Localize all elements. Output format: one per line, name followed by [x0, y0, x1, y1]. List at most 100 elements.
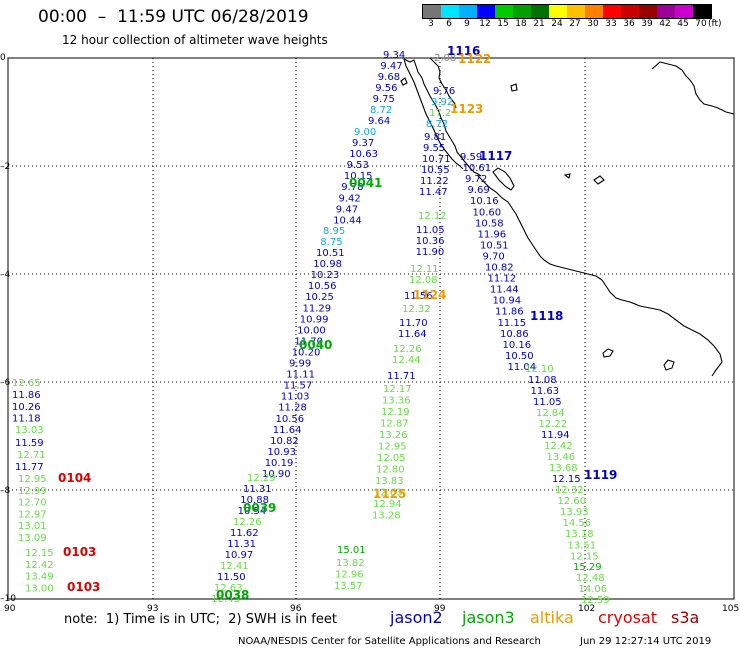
- wave-height-value: 9.56: [375, 83, 397, 94]
- scale-label: 21: [533, 19, 545, 29]
- wave-height-value: 13.46: [547, 452, 576, 463]
- scale-label: 3: [428, 19, 434, 29]
- wave-height-value: 11.05: [416, 225, 445, 236]
- wave-height-value: 11.28: [278, 403, 307, 414]
- wave-height-value: 9.64: [368, 116, 390, 127]
- wave-height-value: 9.42: [339, 193, 361, 204]
- wave-height-value: 11.50: [217, 572, 246, 583]
- coastline: [400, 57, 735, 377]
- longitude-label: 102: [578, 604, 595, 614]
- wave-height-value: 9.47: [380, 61, 402, 72]
- wave-height-value: 12.99: [18, 486, 47, 497]
- wave-height-value: 11.77: [15, 462, 44, 473]
- wave-height-value: 13.82: [336, 558, 365, 569]
- wave-height-value: 12.12: [418, 211, 447, 222]
- coast-borneo-sumatra-east: [477, 175, 723, 377]
- wave-height-value: 11.57: [284, 381, 313, 392]
- wave-height-value: 13.93: [560, 507, 589, 518]
- longitude-label: 99: [434, 604, 446, 614]
- wave-height-value: 10.23: [311, 270, 340, 281]
- wave-height-value: 10.60: [473, 207, 502, 218]
- wave-height-value: 10.63: [349, 149, 378, 160]
- wave-height-value: 12.94: [373, 499, 402, 510]
- latitude-label: –2: [0, 162, 10, 172]
- wave-height-value: 9.92: [431, 97, 453, 108]
- wave-height-value: 12.15: [570, 551, 599, 562]
- longitude-label: 90: [4, 604, 16, 614]
- latitude-label: –4: [0, 270, 11, 280]
- wave-height-value: 12.60: [558, 496, 587, 507]
- wave-height-value: 12.19: [381, 407, 410, 418]
- wave-height-value: 10.54: [238, 506, 267, 517]
- wave-height-value: 12.15: [552, 474, 581, 485]
- wave-height-value: 10.55: [421, 165, 450, 176]
- longitude-label: 105: [722, 604, 739, 614]
- coast-sumatra-west: [403, 58, 464, 170]
- scale-box: [477, 5, 495, 18]
- wave-height-value: 11.15: [498, 318, 527, 329]
- scale-box: [585, 5, 603, 18]
- wave-height-value: 15.29: [573, 562, 602, 573]
- wave-height-value: 12.63: [214, 583, 243, 594]
- coast-sumatra-upper: [403, 58, 482, 177]
- scale-box: [459, 5, 477, 18]
- coast-small-island-4: [593, 175, 605, 185]
- wave-height-value: 11.94: [541, 430, 570, 441]
- wave-height-value: 13.57: [334, 581, 363, 592]
- wave-height-value: 12.87: [380, 419, 409, 430]
- wave-height-value: 13.28: [372, 511, 401, 522]
- wave-height-value: 11.90: [416, 247, 445, 258]
- wave-height-value: 9.00: [354, 127, 376, 138]
- pass-number-label: 0038: [216, 588, 249, 602]
- graticule: [8, 58, 734, 599]
- wave-height-color-scale: 3 6 9 12 15 18 21 24 27 30 33 36 39 42 45 70 (ft): [422, 4, 722, 29]
- legend-item-s3a: s3a: [671, 608, 700, 627]
- wave-height-value: 12.43: [211, 594, 240, 605]
- coast-small-island-3: [563, 173, 571, 179]
- scale-box: [549, 5, 567, 18]
- pass-number-label: 1125: [373, 487, 406, 501]
- wave-height-value: 9.37: [352, 138, 374, 149]
- wave-height-value: 8.72: [370, 105, 392, 116]
- wave-height-value: 11.29: [303, 303, 332, 314]
- scale-box: [603, 5, 621, 18]
- wave-height-value: 11.44: [490, 285, 519, 296]
- scale-label: 9: [464, 19, 470, 29]
- wave-height-value: 13.83: [375, 476, 404, 487]
- latitude-label: –6: [0, 378, 11, 388]
- pass-number-label: 1117: [479, 149, 512, 163]
- wave-height-value: 12.32: [402, 304, 431, 315]
- coast-borneo: [651, 61, 735, 115]
- scale-labels: 3 6 9 12 15 18 21 24 27 30 33 36 39 42 45 70: [422, 19, 712, 29]
- wave-height-value: 12.95: [18, 474, 47, 485]
- pass-number-label: 0103: [63, 545, 96, 559]
- wave-height-value: 13.68: [549, 463, 578, 474]
- wave-height-value: 10.50: [505, 351, 534, 362]
- wave-height-value: 11.86: [12, 390, 41, 401]
- scale-box: [423, 5, 441, 18]
- wave-height-value: 10.00: [297, 325, 326, 336]
- wave-height-value: 13.18: [565, 529, 594, 540]
- scale-label: 33: [605, 19, 617, 29]
- pass-number-label: 0104: [58, 471, 91, 485]
- coast-island-east: [663, 359, 675, 371]
- wave-height-value: 12.41: [220, 561, 249, 572]
- wave-height-value: 9.81: [424, 132, 446, 143]
- legend-item-jason2: jason2: [390, 608, 443, 627]
- wave-height-value: 11.59: [15, 438, 44, 449]
- wave-height-value: 10.36: [416, 236, 445, 247]
- wave-height-value: 11.22: [420, 176, 449, 187]
- wave-height-value: 11.31: [243, 484, 272, 495]
- wave-height-value: 13.36: [382, 396, 411, 407]
- latitude-label: 0: [0, 53, 6, 63]
- wave-height-value: 9.70: [483, 251, 505, 262]
- scale-unit: (ft): [708, 19, 722, 29]
- coast-small-island-2: [492, 167, 515, 191]
- wave-height-value: 11.08: [528, 375, 557, 386]
- wave-height-value: 9.76: [433, 86, 455, 97]
- wave-height-value: 11.31: [227, 539, 256, 550]
- wave-height-value: 9.53: [347, 160, 369, 171]
- scale-label: 45: [677, 19, 689, 29]
- wave-height-value: 9.47: [336, 204, 358, 215]
